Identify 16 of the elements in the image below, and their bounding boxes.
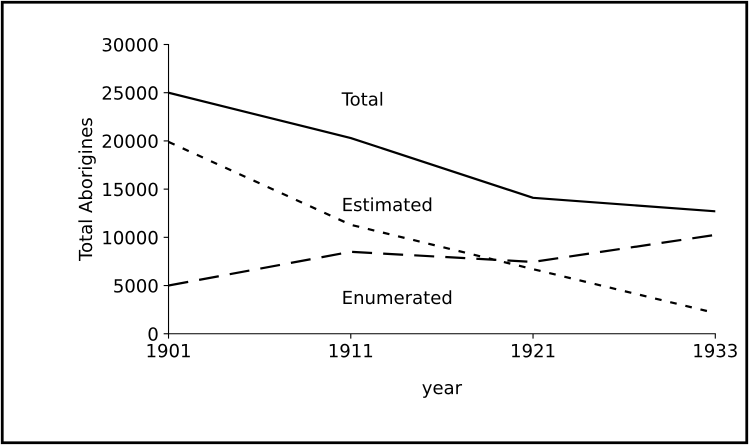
y-tick-label: 10000	[103, 230, 158, 244]
x-tick-label: 1911	[330, 344, 372, 358]
y-axis-title: Total Aborigines	[78, 118, 96, 261]
y-tick-label: 5000	[114, 279, 158, 293]
x-tick-label: 1933	[694, 344, 737, 358]
x-axis-title: year	[422, 384, 462, 398]
y-tick-label: 0	[148, 327, 158, 341]
y-tick-label: 15000	[103, 182, 158, 196]
y-tick-label: 30000	[102, 38, 158, 52]
series-label: Estimated	[343, 197, 432, 212]
series-label: Total	[342, 92, 382, 106]
x-tick-label: 1921	[512, 344, 554, 358]
x-tick-label: 1901	[148, 344, 190, 358]
y-tick-label: 25000	[102, 86, 158, 100]
series-label: Enumerated	[343, 290, 452, 304]
y-tick-label: 20000	[102, 134, 158, 148]
